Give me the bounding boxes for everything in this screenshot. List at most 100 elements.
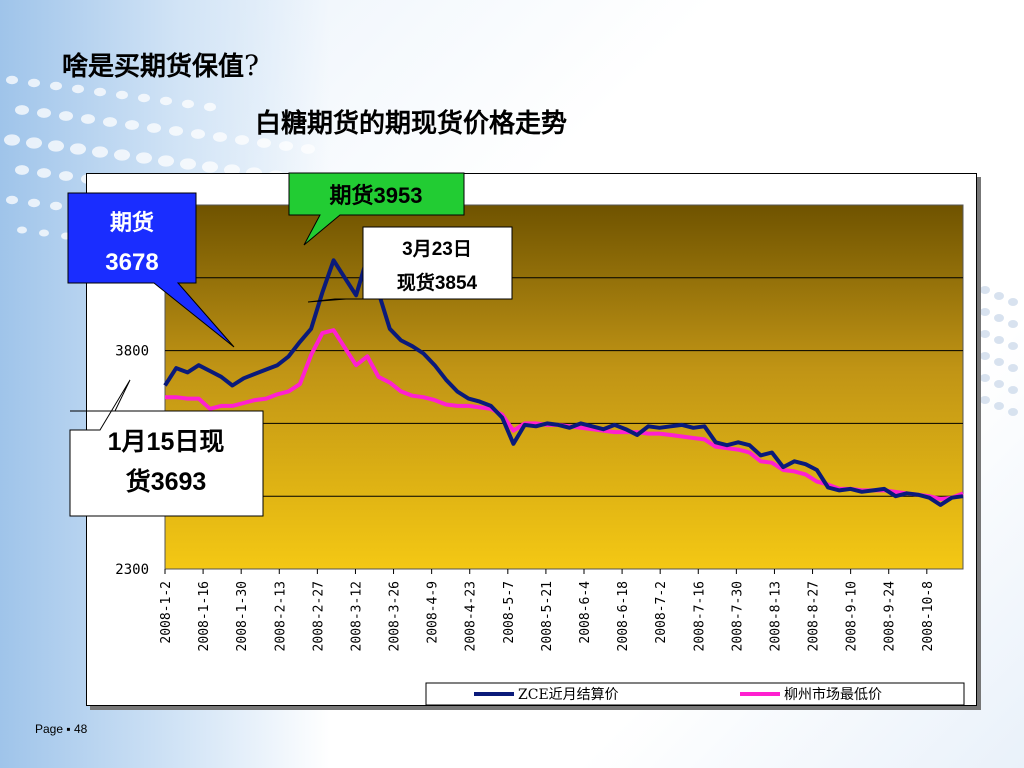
callout-spot-0115-line2: 货3693 xyxy=(126,467,207,496)
price-trend-chart: 230033003800 2008-1-22008-1-162008-1-302… xyxy=(115,204,965,706)
x-tick-label: 2008-3-12 xyxy=(349,581,364,651)
callout-spot-0115-line1: 1月15日现 xyxy=(108,428,225,456)
x-tick-label: 2008-7-16 xyxy=(692,581,707,651)
decor-dot xyxy=(204,102,216,112)
callout-futures-3678-line1: 期货 xyxy=(110,210,154,235)
decor-dot xyxy=(48,140,64,152)
decor-dot xyxy=(50,201,62,211)
decor-dot xyxy=(26,137,42,149)
decor-dot xyxy=(180,158,196,170)
legend-box xyxy=(425,682,965,706)
decor-dot xyxy=(994,336,1004,344)
decor-dot xyxy=(980,352,990,360)
callout-spot-0115: 1月15日现 货3693 xyxy=(69,379,264,517)
decor-dot xyxy=(114,149,130,161)
decor-dot xyxy=(994,292,1004,300)
callout-futures-3678-line2: 3678 xyxy=(105,249,158,276)
decor-dot xyxy=(39,229,49,237)
decor-dot xyxy=(158,155,174,167)
x-tick-label: 2008-2-13 xyxy=(273,581,288,651)
decor-dot xyxy=(81,114,95,124)
decor-dot xyxy=(224,164,240,176)
decor-dot xyxy=(94,87,106,97)
decor-dot xyxy=(980,308,990,316)
decor-dot xyxy=(1008,364,1018,372)
decor-dot xyxy=(59,111,73,121)
x-tick-label: 2008-6-18 xyxy=(616,581,631,651)
decor-dot xyxy=(15,105,29,115)
x-tick-label: 2008-7-30 xyxy=(730,581,745,651)
callout-futures-3953-text: 期货3953 xyxy=(330,183,423,208)
decor-dot xyxy=(28,198,40,208)
decor-dot xyxy=(72,84,84,94)
x-tick-label: 2008-8-27 xyxy=(807,581,822,651)
decor-dot xyxy=(50,81,62,91)
decor-dot xyxy=(59,171,73,181)
callout-spot-0323: 3月23日 现货3854 xyxy=(307,226,513,303)
decor-dot xyxy=(37,168,51,178)
decor-dot xyxy=(28,78,40,88)
decor-dot xyxy=(1008,298,1018,306)
legend-label-zce: ZCE近月结算价 xyxy=(518,687,619,703)
decor-dot xyxy=(994,358,1004,366)
decor-dot xyxy=(136,152,152,164)
decor-dot xyxy=(994,380,1004,388)
x-tick-label: 2008-1-2 xyxy=(159,581,174,644)
decor-dot xyxy=(191,129,205,139)
x-tick-label: 2008-4-9 xyxy=(426,581,441,644)
decor-dot xyxy=(1008,342,1018,350)
series-line-zce xyxy=(163,255,964,507)
decor-dot xyxy=(147,123,161,133)
decor-dot xyxy=(202,161,218,173)
decor-dot xyxy=(980,330,990,338)
x-tick-label: 2008-5-7 xyxy=(502,581,517,644)
decor-dot xyxy=(213,132,227,142)
y-tick-label: 3800 xyxy=(115,344,149,360)
x-tick-label: 2008-5-21 xyxy=(540,581,555,651)
x-tick-label: 2008-9-10 xyxy=(845,581,860,651)
x-tick-label: 2008-2-27 xyxy=(311,581,326,651)
title-question-mark: ? xyxy=(244,49,260,82)
x-tick-label: 2008-6-4 xyxy=(578,581,593,644)
slide-title-text: 啥是买期货保值 xyxy=(62,52,245,82)
decor-dot xyxy=(994,402,1004,410)
decor-dot xyxy=(4,134,20,146)
callout-futures-3678: 期货 3678 xyxy=(67,192,235,348)
x-tick-label: 2008-1-30 xyxy=(235,581,250,651)
decor-dot xyxy=(1008,386,1018,394)
decor-dot xyxy=(980,396,990,404)
decor-dot xyxy=(235,135,249,145)
y-tick-label: 2300 xyxy=(115,562,149,578)
decor-dot xyxy=(160,96,172,106)
decor-dot xyxy=(1008,320,1018,328)
decor-dot xyxy=(994,314,1004,322)
page-number: Page ▪ 48 xyxy=(35,722,88,736)
slide-title: 啥是买期货保值? xyxy=(62,46,259,83)
x-tick-label: 2008-8-13 xyxy=(768,581,783,651)
decor-dot xyxy=(17,226,27,234)
decor-dot xyxy=(125,120,139,130)
decor-dot xyxy=(70,143,86,155)
decor-dot xyxy=(301,144,315,154)
decor-dot xyxy=(6,195,18,205)
x-tick-label: 2008-4-23 xyxy=(464,581,479,651)
x-tick-label: 2008-3-26 xyxy=(388,581,403,651)
decor-dot xyxy=(182,99,194,109)
decor-dot xyxy=(169,126,183,136)
decor-dot xyxy=(15,165,29,175)
decor-dot xyxy=(103,117,117,127)
decor-dot xyxy=(980,374,990,382)
chart-title: 白糖期货的期现货价格走势 xyxy=(255,109,568,139)
callout-spot-0323-line1: 3月23日 xyxy=(402,239,472,260)
callout-futures-3953: 期货3953 xyxy=(288,172,465,246)
legend-label-liuzhou: 柳州市场最低价 xyxy=(784,686,882,703)
x-tick-label: 2008-1-16 xyxy=(197,581,212,651)
x-tick-label: 2008-7-2 xyxy=(654,581,669,644)
decor-dot xyxy=(116,90,128,100)
decor-dot xyxy=(1008,408,1018,416)
callout-spot-0323-line2: 现货3854 xyxy=(397,271,478,294)
decor-dot xyxy=(37,108,51,118)
decor-dot xyxy=(92,146,108,158)
x-tick-label: 2008-10-8 xyxy=(921,581,936,651)
